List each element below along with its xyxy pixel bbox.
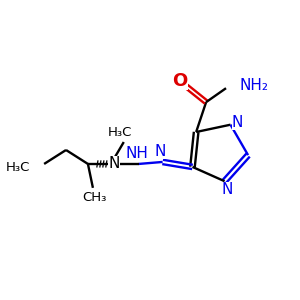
Text: N: N (232, 115, 243, 130)
Text: H₃C: H₃C (6, 161, 30, 174)
Text: NH₂: NH₂ (240, 78, 269, 93)
Text: H₃C: H₃C (108, 126, 132, 139)
Text: CH₃: CH₃ (83, 191, 107, 204)
Text: N: N (155, 145, 166, 160)
Text: NH: NH (125, 146, 148, 161)
Text: N: N (222, 182, 233, 197)
Text: N: N (108, 156, 119, 171)
Text: O: O (172, 72, 188, 90)
